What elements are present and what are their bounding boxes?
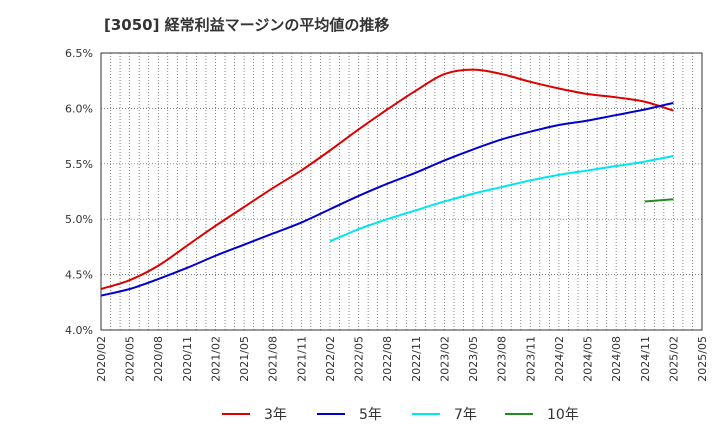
x-tick-label: 2023/02 [438,336,451,382]
legend: 3年 5年 7年 10年 [222,407,579,423]
series-line-10年 [644,198,674,203]
x-tick-label: 2023/05 [467,336,480,382]
y-tick-label: 4.5% [65,269,93,282]
legend-label: 7年 [454,407,477,423]
x-tick-label: 2023/11 [524,336,537,382]
series-line-7年 [329,155,674,243]
x-tick-label: 2021/08 [267,336,280,382]
y-tick-label: 5.0% [65,213,93,226]
x-tick-label: 2023/08 [496,336,509,382]
x-tick-label: 2024/05 [582,336,595,382]
x-tick-label: 2021/02 [209,336,222,382]
x-tick-label: 2024/02 [553,336,566,382]
grid [100,53,703,330]
y-tick-label: 5.5% [65,158,93,171]
y-tick-label: 4.0% [65,324,93,337]
x-tick-label: 2024/11 [639,336,652,382]
x-tick-label: 2021/11 [295,336,308,382]
series-line-3年 [100,68,674,290]
legend-label: 5年 [359,407,382,423]
x-tick-label: 2020/11 [181,336,194,382]
legend-label: 10年 [547,407,579,423]
y-tick-label: 6.5% [65,47,93,60]
y-tick-label: 6.0% [65,102,93,115]
x-tick-label: 2021/05 [238,336,251,382]
x-tick-label: 2025/05 [696,336,709,382]
series-lines [100,68,674,297]
x-tick-label: 2020/05 [124,336,137,382]
x-tick-label: 2022/02 [324,336,337,382]
x-tick-label: 2022/05 [353,336,366,382]
x-tick-label: 2024/08 [610,336,623,382]
legend-label: 3年 [264,407,287,423]
axes: 4.0% 4.5% 5.0% 5.5% 6.0% 6.5% 2020/02 2020/05 20… [65,47,709,382]
x-tick-label: 2020/08 [152,336,165,382]
x-tick-label: 2025/02 [667,336,680,382]
x-tick-label: 2022/11 [410,336,423,382]
plot-frame [100,52,703,331]
chart-title: [3050] 経常利益マージンの平均値の推移 [104,16,390,34]
series-line-5年 [100,101,674,297]
x-tick-label: 2020/02 [95,336,108,382]
x-tick-label: 2022/08 [381,336,394,382]
